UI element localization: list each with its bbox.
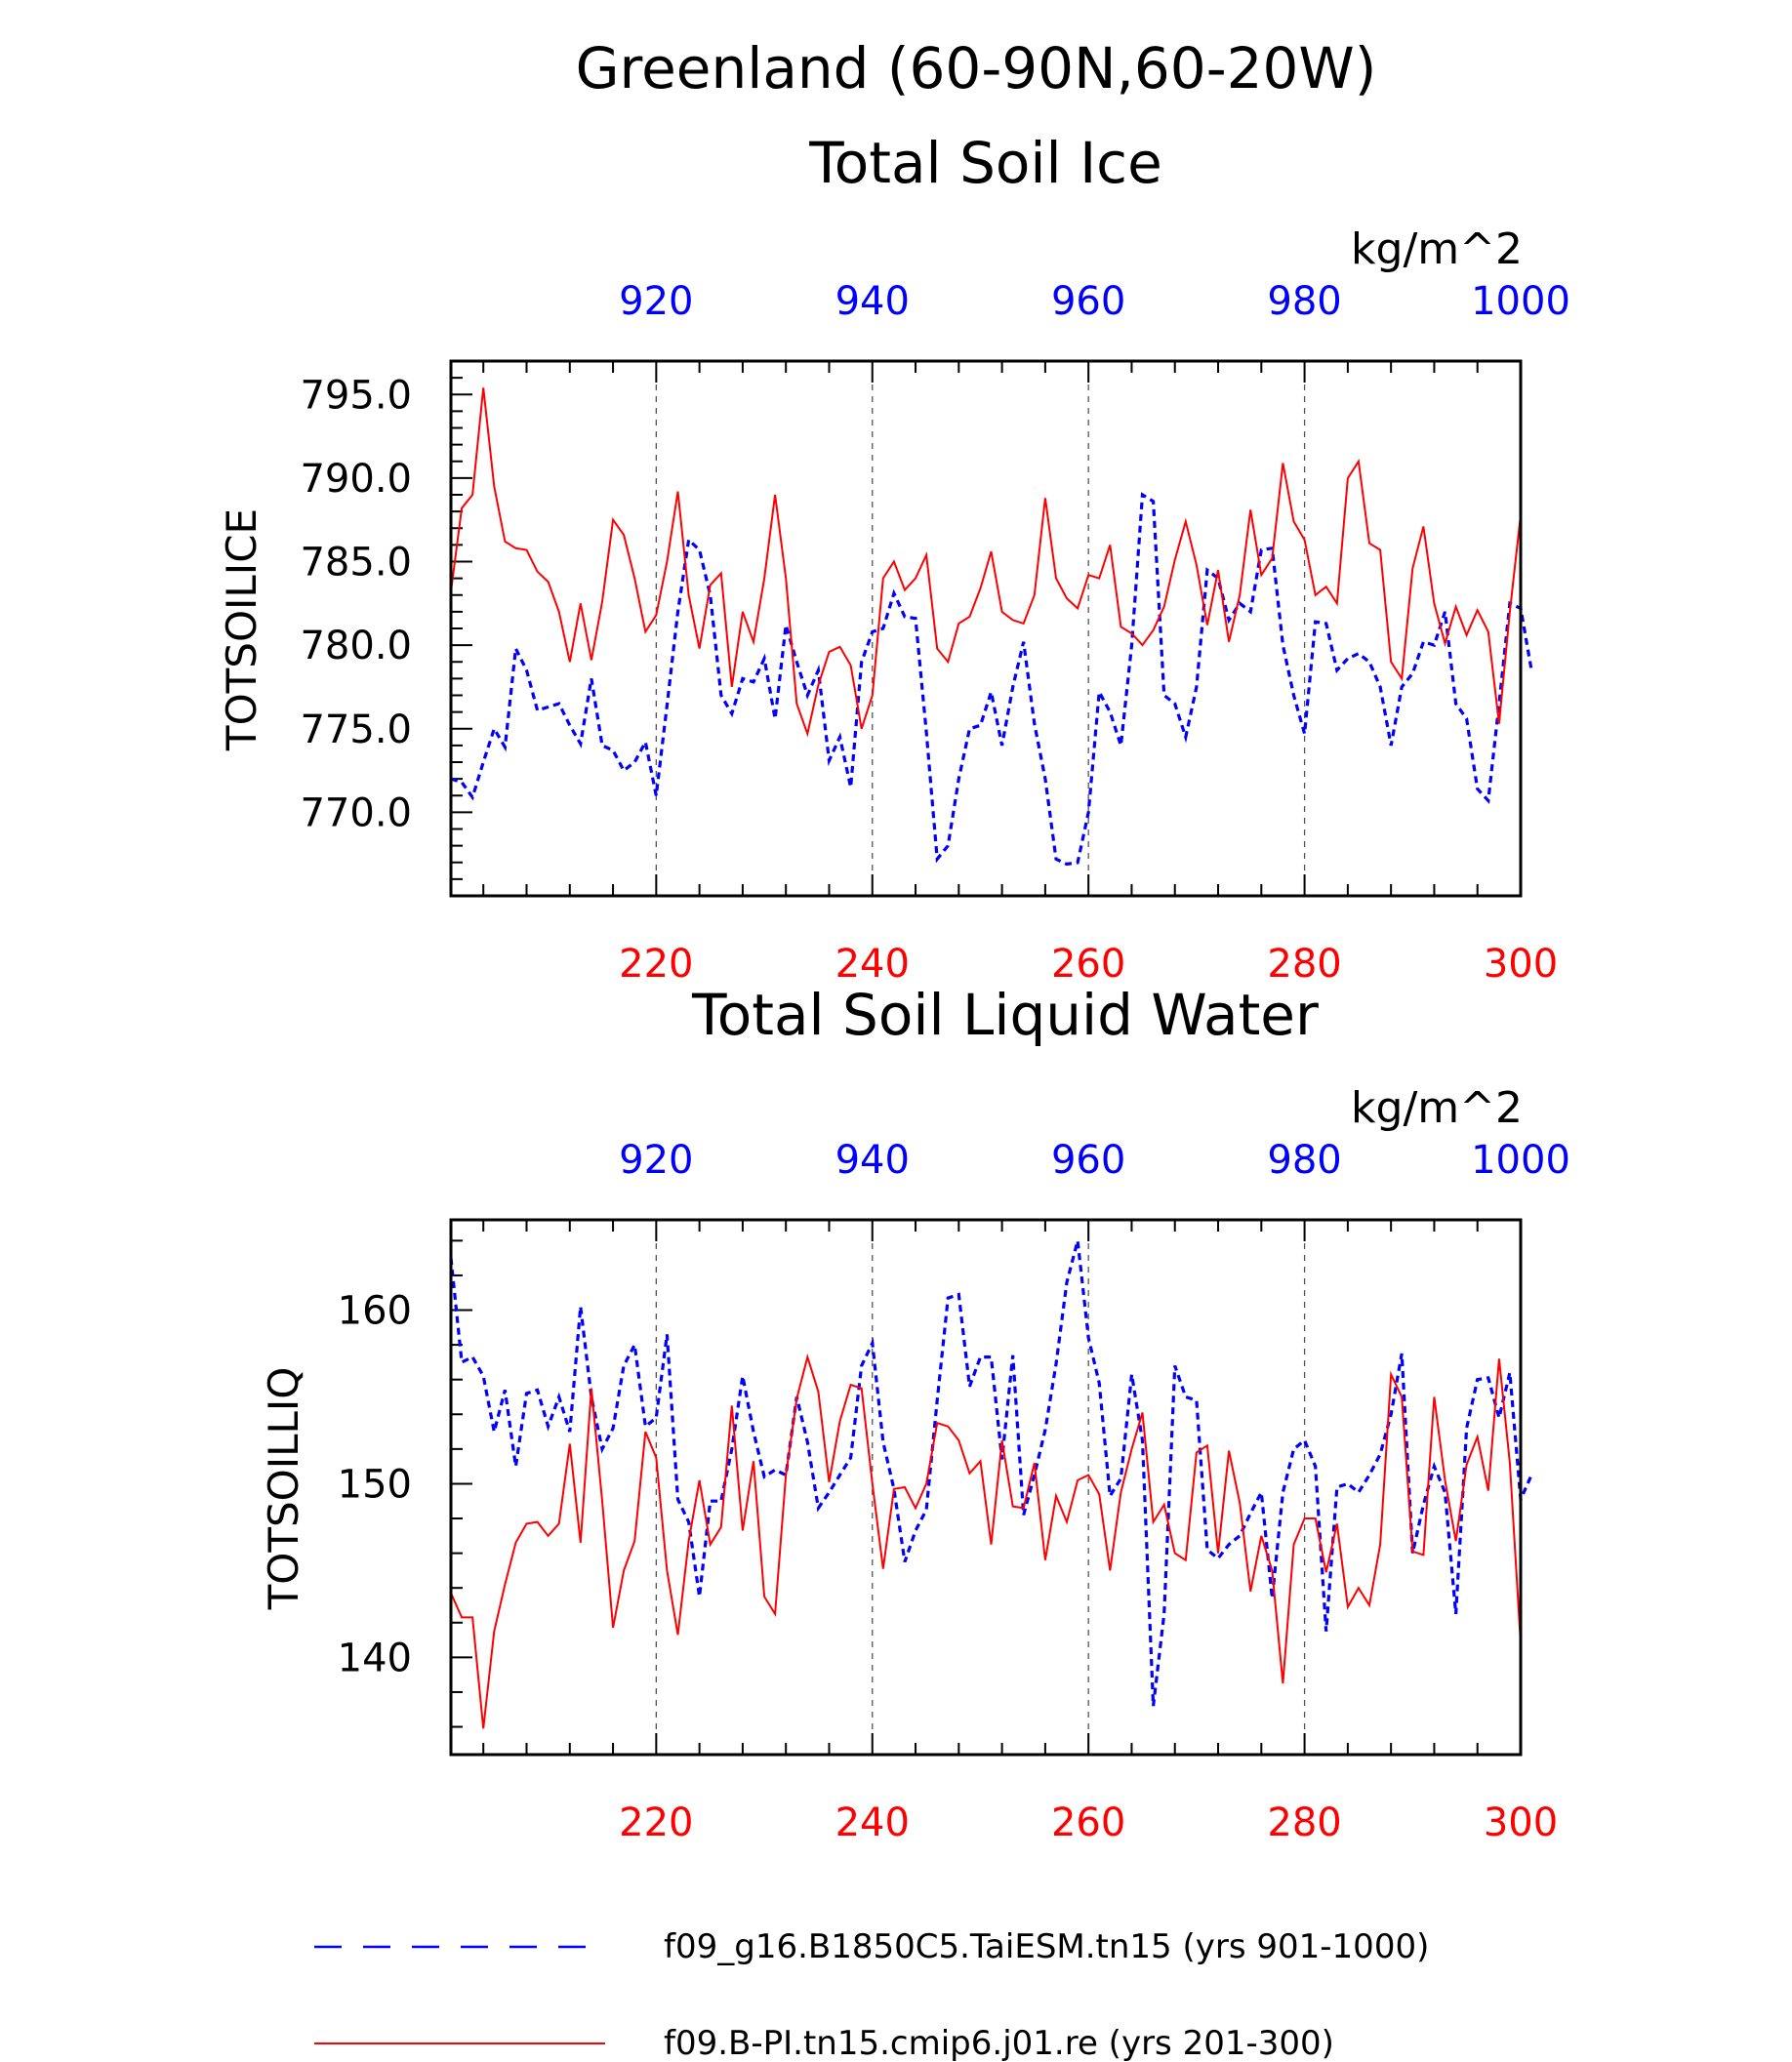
- y-tick-label: 160: [338, 1289, 412, 1334]
- y-tick-label: 780.0: [300, 624, 412, 668]
- panel-total-soil-liquid-water: Total Soil Liquid Water kg/m^2 TOTSOILLI…: [260, 982, 1570, 1845]
- figure-title: Greenland (60-90N,60-20W): [576, 35, 1377, 101]
- x-tick-label-top: 960: [1051, 1138, 1125, 1183]
- x-tick-label-top: 960: [1051, 279, 1125, 324]
- x-tick-label-top: 920: [619, 1138, 693, 1183]
- legend-label: f09.B-PI.tn15.cmip6.j01.re (yrs 201-300): [664, 2024, 1334, 2062]
- y-tick-label: 770.0: [300, 790, 412, 835]
- x-tick-label-bottom: 240: [835, 942, 910, 987]
- x-tick-label-bottom: 260: [1051, 1800, 1125, 1845]
- x-tick-label-bottom: 300: [1484, 942, 1558, 987]
- x-tick-label-bottom: 220: [619, 1800, 693, 1845]
- panel-total-soil-ice: Total Soil Ice kg/m^2 TOTSOILICE 795.0 79…: [218, 130, 1570, 987]
- x-tick-label-top: 1000: [1471, 1138, 1570, 1183]
- y-tick-label: 790.0: [300, 457, 412, 502]
- x-tick-label-top: 980: [1267, 279, 1341, 324]
- series-line-red-solid: [450, 1353, 1522, 1729]
- y-tick-label: 795.0: [300, 373, 412, 418]
- legend-label: f09_g16.B1850C5.TaiESM.tn15 (yrs 901-100…: [664, 1927, 1429, 1966]
- x-tick-label-top: 920: [619, 279, 693, 324]
- x-tick-label-bottom: 280: [1267, 942, 1341, 987]
- x-tick-label-top: 1000: [1471, 279, 1570, 324]
- y-tick-label: 775.0: [300, 708, 412, 752]
- y-tick-label: 140: [338, 1636, 412, 1680]
- units-label: kg/m^2: [1351, 224, 1523, 274]
- plot-frame: [449, 359, 1523, 898]
- series-line-red-solid: [450, 387, 1522, 738]
- x-tick-label-bottom: 260: [1051, 942, 1125, 987]
- panel-title: Total Soil Ice: [808, 130, 1162, 196]
- panel-title: Total Soil Liquid Water: [691, 982, 1319, 1048]
- x-tick-label-top: 980: [1267, 1138, 1341, 1183]
- y-tick-label: 785.0: [300, 541, 412, 586]
- x-tick-label-top: 940: [835, 1138, 910, 1183]
- y-axis-label: TOTSOILLIQ: [260, 1367, 307, 1611]
- x-tick-label-bottom: 240: [835, 1800, 910, 1845]
- plot-frame: [449, 1218, 1523, 1757]
- x-tick-label-bottom: 300: [1484, 1800, 1558, 1845]
- y-axis-label: TOTSOILICE: [218, 508, 265, 751]
- x-tick-label-top: 940: [835, 279, 910, 324]
- series-line-blue-dashed: [449, 1239, 1533, 1707]
- y-tick-label: 150: [338, 1462, 412, 1507]
- series-line-blue-dashed: [450, 492, 1533, 867]
- legend: f09_g16.B1850C5.TaiESM.tn15 (yrs 901-100…: [314, 1927, 1429, 2062]
- x-tick-label-bottom: 220: [619, 942, 693, 987]
- units-label: kg/m^2: [1351, 1083, 1523, 1133]
- x-tick-label-bottom: 280: [1267, 1800, 1341, 1845]
